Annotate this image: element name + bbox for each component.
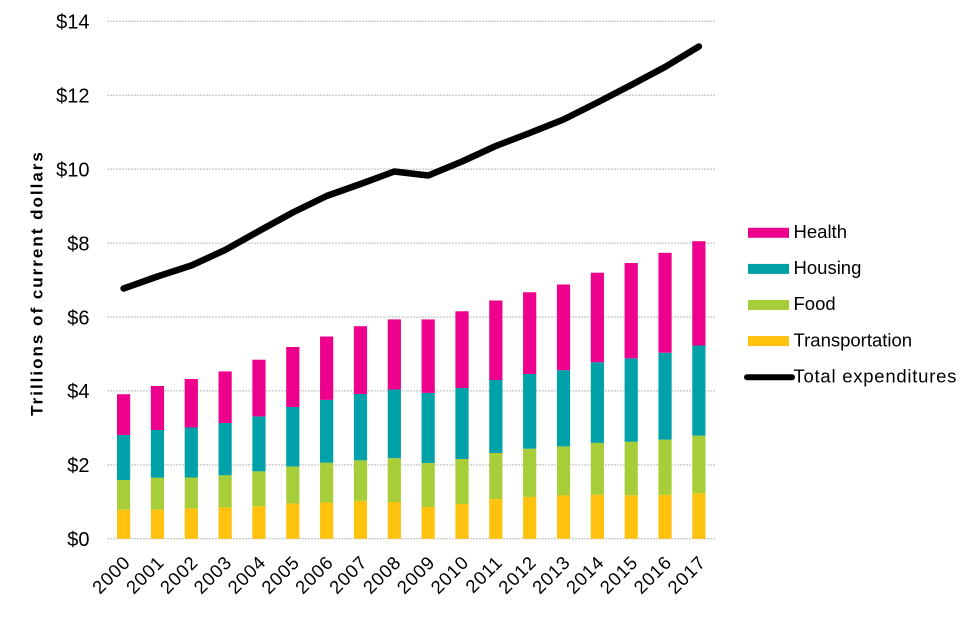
svg-text:$4: $4 [67, 381, 89, 403]
svg-text:$6: $6 [67, 307, 89, 329]
svg-text:$2: $2 [67, 455, 89, 477]
svg-text:$12: $12 [56, 86, 89, 108]
svg-text:Housing: Housing [794, 257, 862, 278]
svg-text:Health: Health [794, 221, 847, 242]
svg-text:$8: $8 [67, 233, 89, 255]
svg-text:Food: Food [794, 293, 836, 314]
svg-text:Transportation: Transportation [794, 329, 913, 350]
svg-text:$0: $0 [67, 529, 89, 551]
svg-text:$14: $14 [56, 12, 89, 34]
svg-text:Total expenditures: Total expenditures [794, 365, 958, 386]
svg-text:$10: $10 [56, 159, 89, 181]
svg-text:Trillions of current dollars: Trillions of current dollars [28, 150, 47, 416]
